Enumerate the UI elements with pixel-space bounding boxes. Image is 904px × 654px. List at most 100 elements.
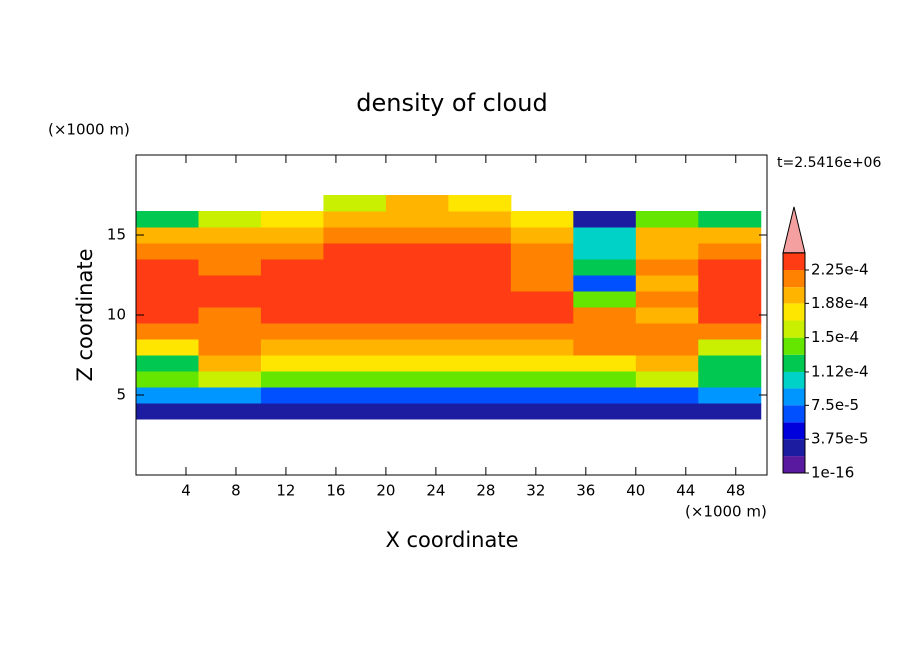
contour-cell	[136, 211, 199, 228]
contour-cell	[198, 403, 262, 420]
contour-cell	[385, 307, 449, 324]
x-tick-label: 36	[576, 482, 595, 500]
contour-cell	[385, 323, 449, 340]
contour-cell	[198, 323, 262, 340]
contour-cell	[635, 371, 699, 388]
contour-cell	[385, 371, 449, 388]
contour-cell	[573, 275, 637, 292]
contour-cell	[323, 371, 387, 388]
contour-cell	[385, 259, 449, 276]
contour-cell	[573, 355, 637, 372]
contour-cell	[510, 291, 574, 308]
colorbar-tick-label: 3.75e-5	[811, 430, 869, 448]
contour-cell	[136, 387, 199, 404]
x-tick-label: 24	[426, 482, 445, 500]
contour-cell	[510, 243, 574, 260]
contour-cell	[260, 275, 324, 292]
x-tick-label: 40	[626, 482, 645, 500]
x-tick-label: 28	[476, 482, 495, 500]
contour-cell	[385, 211, 449, 228]
contour-cell	[448, 307, 512, 324]
contour-cell	[635, 275, 699, 292]
contour-cell	[260, 355, 324, 372]
colorbar-tick-label: 1e-16	[811, 464, 854, 482]
contour-cell	[198, 371, 262, 388]
contour-cell	[136, 227, 199, 244]
colorbar-band	[783, 354, 805, 372]
contour-cell	[260, 371, 324, 388]
contour-cell	[323, 403, 387, 420]
colorbar-band	[783, 303, 805, 321]
colorbar-frame	[782, 252, 806, 474]
contour-cell	[323, 355, 387, 372]
colorbar-tick-label: 7.5e-5	[811, 396, 859, 414]
contour-cell	[323, 243, 387, 260]
contour-cell	[323, 291, 387, 308]
contour-cell	[448, 227, 512, 244]
y-tick-label: 10	[107, 306, 126, 324]
contour-cell	[136, 275, 199, 292]
colorbar-band	[783, 252, 805, 270]
contour-cell	[385, 227, 449, 244]
colorbar-band	[783, 439, 805, 457]
x-axis-label: X coordinate	[385, 528, 518, 552]
contour-cell	[635, 291, 699, 308]
contour-cell	[635, 323, 699, 340]
x-unit: (×1000 m)	[685, 503, 767, 521]
contour-cell	[198, 227, 262, 244]
contour-cell	[260, 403, 324, 420]
contour-cell	[385, 291, 449, 308]
contour-cell	[510, 323, 574, 340]
contour-cell	[573, 291, 637, 308]
contour-cell	[573, 243, 637, 260]
colorbar-tick-label: 1.5e-4	[811, 328, 859, 346]
contour-cell	[136, 323, 199, 340]
contour-cell	[136, 291, 199, 308]
contour-cell	[448, 355, 512, 372]
contour-cell	[698, 259, 762, 276]
contour-cell	[448, 371, 512, 388]
x-tick-label: 12	[276, 482, 295, 500]
colorbar-band	[783, 456, 805, 473]
contour-cell	[260, 387, 324, 404]
contour-cell	[198, 243, 262, 260]
contour-cell	[448, 259, 512, 276]
contour-cell	[136, 259, 199, 276]
contour-cell	[323, 227, 387, 244]
contour-cell	[510, 403, 574, 420]
contour-cell	[510, 387, 574, 404]
contour-cell	[448, 211, 512, 228]
contour-cell	[448, 243, 512, 260]
colorbar-band	[783, 287, 805, 304]
contour-cell	[698, 323, 762, 340]
colorbar-band	[783, 422, 805, 440]
contour-cell	[198, 339, 262, 356]
contour-cell	[323, 195, 387, 212]
x-tick-label: 48	[726, 482, 745, 500]
contour-cell	[573, 259, 637, 276]
colorbar-tick-label: 2.25e-4	[811, 261, 869, 279]
contour-cell	[448, 339, 512, 356]
contour-cell	[573, 227, 637, 244]
time-label: t=2.5416e+06	[777, 155, 881, 171]
contour-cell	[136, 371, 199, 388]
contour-cell	[573, 211, 637, 228]
contour-cell	[448, 387, 512, 404]
contour-cell	[198, 307, 262, 324]
contour-cell	[198, 355, 262, 372]
contour-cell	[573, 403, 637, 420]
contour-cell	[385, 339, 449, 356]
contour-cell	[323, 323, 387, 340]
contour-cell	[635, 259, 699, 276]
contour-cell	[698, 339, 762, 356]
contour-cell	[323, 211, 387, 228]
contour-cell	[698, 403, 762, 420]
contour-cell	[510, 259, 574, 276]
contour-cell	[323, 275, 387, 292]
contour-cell	[260, 323, 324, 340]
contour-cell	[635, 355, 699, 372]
contour-cell	[260, 291, 324, 308]
colorbar-band	[783, 337, 805, 355]
contour-cell	[698, 387, 762, 404]
